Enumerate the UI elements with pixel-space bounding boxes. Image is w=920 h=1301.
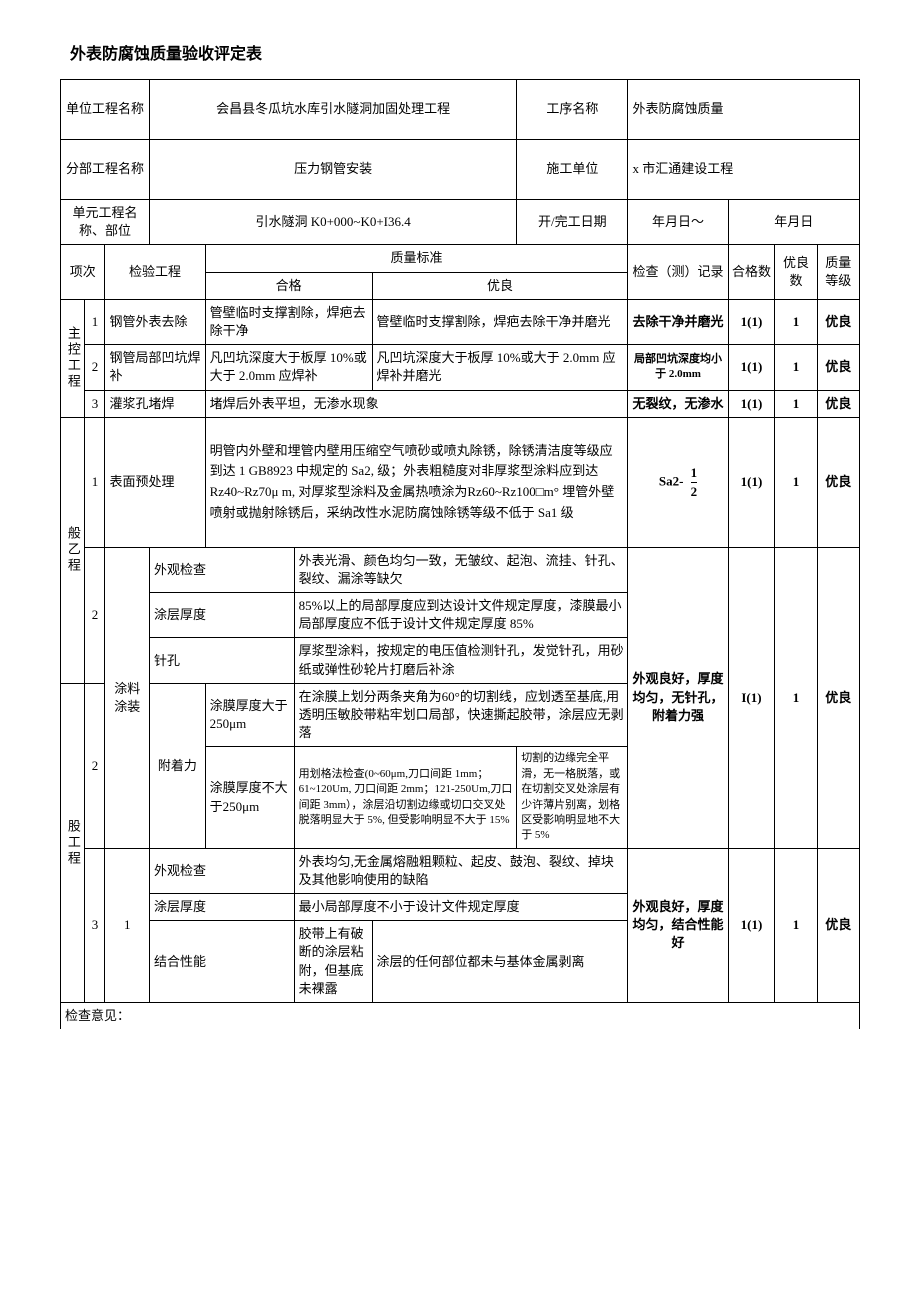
sub-proj-label: 分部工程名称 — [61, 140, 150, 200]
r3-name: 灌浆孔堵焊 — [105, 390, 205, 417]
date-value2: 年月日 — [728, 200, 859, 245]
r1-name: 钢管外表去除 — [105, 299, 205, 344]
col-quality: 质量标准 — [205, 245, 628, 272]
r6-g: 1 — [775, 547, 817, 848]
constr-unit-value: x 市汇通建设工程 — [628, 140, 860, 200]
r3-p: 1(1) — [728, 390, 775, 417]
r6-p: I(1) — [728, 547, 775, 848]
r7-rec: 外观良好，厚度均匀，结合性能好 — [628, 848, 728, 1002]
r3-pass: 堵焊后外表平坦，无渗水现象 — [205, 390, 628, 417]
r2-p: 1(1) — [728, 345, 775, 390]
section-main: 主控工程 — [61, 299, 85, 417]
unit-proj-value: 会昌县冬瓜坑水库引水隧洞加固处理工程 — [150, 80, 517, 140]
proc-name-value: 外表防腐蚀质量 — [628, 80, 860, 140]
col-record: 检查（测）记录 — [628, 245, 728, 299]
section-general: 般乙程 — [61, 417, 85, 683]
r4-grade: 优良 — [817, 417, 859, 547]
r2-grade: 优良 — [817, 345, 859, 390]
col-good: 优良 — [372, 272, 628, 299]
r5-n: 2 — [85, 547, 105, 683]
r2-good: 凡凹坑深度大于板厚 10%或大于 2.0mm 应焊补并磨光 — [372, 345, 628, 390]
r4-name: 表面预处理 — [105, 417, 205, 547]
r7-g: 1 — [105, 848, 150, 1002]
r2-pass: 凡凹坑深度大于板厚 10%或大于 2.0mm 应焊补 — [205, 345, 372, 390]
r1-n: 1 — [85, 299, 105, 344]
r3-rec: 无裂纹，无渗水 — [628, 390, 728, 417]
r6-g1: 附着力 — [150, 683, 206, 848]
r6-sub1-c: 在涂膜上划分两条夹角为60°的切割线，应划透至基底,用透明压敏胶带粘牢划口局部，… — [294, 683, 628, 747]
r7-sub3-g: 涂层的任何部位都未与基体金属剥离 — [372, 921, 628, 1003]
r6-sub2-p: 用划格法检查(0~60μm,刀口间距 1mm；61~120Um, 刀口间距 2m… — [294, 747, 517, 848]
r1-good: 管壁临时支撑割除，焊疤去除干净并磨光 — [372, 299, 628, 344]
constr-unit-label: 施工单位 — [517, 140, 628, 200]
r3-n: 3 — [85, 390, 105, 417]
r7-sub2-c: 最小局部厚度不小于设计文件规定厚度 — [294, 894, 628, 921]
evaluation-table: 单位工程名称 会昌县冬瓜坑水库引水隧洞加固处理工程 工序名称 外表防腐蚀质量 分… — [60, 79, 860, 1029]
r6-sub2: 涂膜厚度不大于250μm — [205, 747, 294, 848]
r1-grade: 优良 — [817, 299, 859, 344]
r4-content: 明管内外壁和埋管内壁用压缩空气喷砂或喷丸除锈，除锈清洁度等级应到达 1 GB89… — [205, 417, 628, 547]
r1-pass: 管壁临时支撑割除，焊疤去除干净 — [205, 299, 372, 344]
r4-rec: Sa2- 1 2 — [628, 417, 728, 547]
col-grade: 质量等级 — [817, 245, 859, 299]
r6-sub1: 涂膜厚度大于250μm — [205, 683, 294, 747]
footer: 检查意见： — [61, 1003, 860, 1030]
r3-g: 1 — [775, 390, 817, 417]
r4-n: 1 — [85, 417, 105, 547]
r7-sub3: 结合性能 — [150, 921, 295, 1003]
date-label: 开/完工日期 — [517, 200, 628, 245]
r5-sub1-c: 外表光滑、颜色均匀一致，无皱纹、起泡、流挂、针孔、裂纹、漏涂等缺欠 — [294, 547, 628, 592]
r1-g: 1 — [775, 299, 817, 344]
r7-sub1-c: 外表均匀,无金属熔融粗颗粒、起皮、鼓泡、裂纹、掉块及其他影响使用的缺陷 — [294, 848, 628, 893]
col-inspect: 检验工程 — [105, 245, 205, 299]
elem-proj-label: 单元工程名称、部位 — [61, 200, 150, 245]
r2-name: 钢管局部凹坑焊补 — [105, 345, 205, 390]
r2-rec: 局部凹坑深度均小于 2.0mm — [628, 345, 728, 390]
r1-rec: 去除干净并磨光 — [628, 299, 728, 344]
unit-proj-label: 单位工程名称 — [61, 80, 150, 140]
r6-rec: 外观良好，厚度均匀，无针孔，附着力强 — [628, 547, 728, 848]
page-title: 外表防腐蚀质量验收评定表 — [60, 40, 860, 64]
r7-sub2: 涂层厚度 — [150, 894, 295, 921]
r3-grade: 优良 — [817, 390, 859, 417]
r6-sub2-g: 切割的边缘完全平滑，无一格脱落，或在切割交叉处涂层有少许薄片别离，划格区受影响明… — [517, 747, 628, 848]
r5-sub2: 涂层厚度 — [150, 593, 295, 638]
r2-g: 1 — [775, 345, 817, 390]
r6-g0: 涂料涂装 — [105, 547, 150, 848]
r5-sub2-c: 85%以上的局部厚度应到达设计文件规定厚度，漆膜最小局部厚度应不低于设计文件规定… — [294, 593, 628, 638]
section-gu: 股工程 — [61, 683, 85, 1002]
r5-sub1: 外观检查 — [150, 547, 295, 592]
r2-n: 2 — [85, 345, 105, 390]
r4-g: 1 — [775, 417, 817, 547]
r5-sub3-c: 厚浆型涂料，按规定的电压值检测针孔，发觉针孔，用砂纸或弹性砂轮片打磨后补涂 — [294, 638, 628, 683]
proc-name-label: 工序名称 — [517, 80, 628, 140]
r6-grade: 优良 — [817, 547, 859, 848]
r7-p: 1(1) — [728, 848, 775, 1002]
col-pass: 合格 — [205, 272, 372, 299]
r7-sub3-p: 胶带上有破断的涂层粘附，但基底未裸露 — [294, 921, 372, 1003]
r7-n: 3 — [85, 848, 105, 1002]
r7-grade: 优良 — [817, 848, 859, 1002]
r1-p: 1(1) — [728, 299, 775, 344]
sub-proj-value: 压力钢管安装 — [150, 140, 517, 200]
r6-n: 2 — [85, 683, 105, 848]
r7-g-n: 1 — [775, 848, 817, 1002]
r7-sub1: 外观检查 — [150, 848, 295, 893]
col-good-n: 优良数 — [775, 245, 817, 299]
col-pass-n: 合格数 — [728, 245, 775, 299]
date-value1: 年月日～ — [628, 200, 728, 245]
r5-sub3: 针孔 — [150, 638, 295, 683]
r4-p: 1(1) — [728, 417, 775, 547]
col-item: 项次 — [61, 245, 105, 299]
elem-proj-value: 引水隧洞 K0+000~K0+I36.4 — [150, 200, 517, 245]
